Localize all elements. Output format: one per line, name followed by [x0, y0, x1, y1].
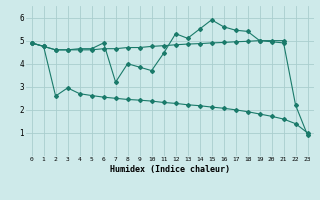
X-axis label: Humidex (Indice chaleur): Humidex (Indice chaleur): [109, 165, 230, 174]
